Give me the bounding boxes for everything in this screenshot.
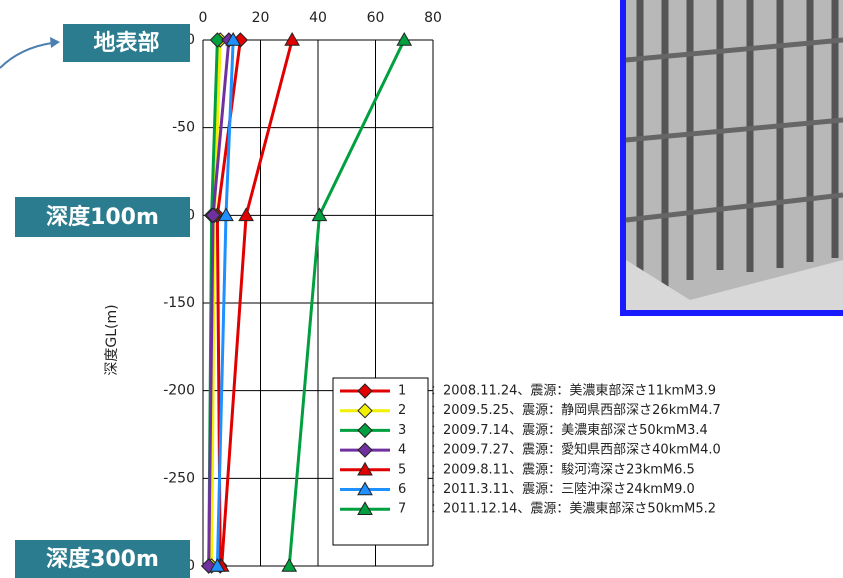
rebar bbox=[625, 37, 843, 223]
depth-label-box bbox=[15, 197, 190, 237]
series-description: ：2009.7.27、震源：愛知県西部深さ40kmM4.0 bbox=[430, 442, 721, 458]
legend-label: 3 bbox=[398, 423, 406, 438]
legend-marker bbox=[357, 422, 373, 439]
legend-label: 1 bbox=[398, 384, 406, 399]
legend-marker bbox=[357, 481, 373, 496]
y-tick-label: -200 bbox=[163, 383, 195, 399]
legend-label: 4 bbox=[398, 443, 406, 458]
legend-label: 5 bbox=[398, 462, 406, 477]
legend-marker bbox=[357, 402, 373, 419]
series-description: ：2008.11.24、震源：美濃東部深さ11kmM3.9 bbox=[430, 383, 716, 399]
legend-box bbox=[332, 377, 429, 546]
legend-marker bbox=[357, 461, 373, 476]
data-point bbox=[218, 207, 234, 222]
series-description: ：2011.12.14、震源：美濃東部深さ50kmM5.2 bbox=[430, 501, 716, 517]
y-tick-label: -250 bbox=[163, 470, 195, 486]
series-description: ：2009.5.25、震源：静岡県西部深さ26kmM4.7 bbox=[430, 403, 721, 418]
y-axis-label: 深度GL(m) bbox=[104, 304, 120, 375]
legend-label: 6 bbox=[398, 482, 406, 497]
series-description: ：2009.8.11、震源：駿河湾深さ23kmM6.5 bbox=[430, 461, 695, 477]
legend-label: 7 bbox=[398, 502, 406, 517]
depth-label: 地表部 bbox=[93, 30, 159, 56]
y-tick-label: -50 bbox=[172, 120, 195, 136]
series-description: ：2011.3.11、震源：三陸沖深さ24kmM9.0 bbox=[430, 481, 695, 497]
y-tick-label: 0 bbox=[186, 32, 195, 48]
x-tick-label: 0 bbox=[199, 10, 208, 26]
data-point bbox=[209, 557, 226, 572]
depth-label-box bbox=[15, 540, 190, 578]
data-point bbox=[238, 207, 254, 222]
data-point bbox=[284, 31, 300, 46]
rebar bbox=[636, 0, 839, 300]
legend-marker bbox=[357, 501, 373, 515]
x-tick-label: 80 bbox=[424, 10, 442, 26]
x-tick-label: 60 bbox=[367, 10, 385, 26]
series-description: ：2009.7.14、震源：美濃東部深さ50kmM3.4 bbox=[430, 422, 708, 438]
photo bbox=[620, 0, 843, 316]
data-point bbox=[396, 31, 413, 46]
data-point bbox=[209, 32, 226, 48]
legend: 1 2 3 4 5 6 7 bbox=[332, 377, 429, 546]
legend-marker bbox=[357, 442, 373, 458]
x-tick-label: 20 bbox=[252, 10, 270, 26]
base bbox=[626, 260, 843, 310]
x-tick-label: 40 bbox=[309, 10, 327, 26]
data-point bbox=[311, 207, 328, 222]
y-tick-label: -150 bbox=[163, 295, 195, 311]
arrow-head bbox=[50, 37, 60, 48]
depth-label: 深度300m bbox=[46, 546, 159, 572]
legend-label: 2 bbox=[398, 403, 406, 418]
legend-marker bbox=[357, 383, 373, 399]
data-point bbox=[281, 557, 298, 572]
arrow bbox=[0, 42, 53, 69]
depth-label-box bbox=[63, 24, 190, 62]
data-point bbox=[225, 31, 242, 46]
data-point bbox=[205, 207, 221, 224]
depth-label: 深度100m bbox=[46, 204, 159, 230]
